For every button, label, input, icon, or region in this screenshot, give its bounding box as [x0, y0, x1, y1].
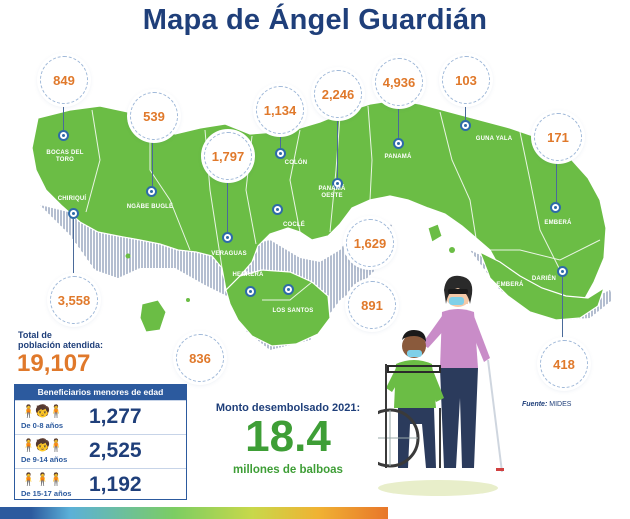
beneficiarios-value: 2,525	[89, 439, 142, 462]
bubble-stem	[562, 277, 563, 341]
darien-south	[478, 250, 606, 321]
beneficiarios-value: 1,192	[89, 473, 142, 496]
pearl-islands	[427, 223, 443, 243]
small-island	[125, 253, 131, 259]
value-bubble-chiriqui[interactable]: 3,558	[50, 276, 98, 324]
value-bubble-embera[interactable]: 171	[534, 113, 582, 161]
value-bubble-colon[interactable]: 1,134	[256, 86, 304, 134]
region-label: DARIÉN	[531, 276, 557, 282]
value-bubble-herrera[interactable]: 836	[176, 334, 224, 382]
value-bubble-cocle[interactable]: 1,629	[346, 219, 394, 267]
pin-guna-yala[interactable]	[460, 120, 471, 131]
teens-group-icon: 🧍🧍🧍	[21, 472, 64, 486]
region-label: EMBERÁ	[496, 282, 524, 288]
monto-label: Monto desembolsado 2021:	[215, 402, 361, 414]
value-bubble-panama-oeste[interactable]: 2,246	[314, 70, 362, 118]
children-group-icon: 🧍🧒🧍	[21, 404, 64, 418]
panama-mainland	[31, 99, 607, 301]
region-label: EMBERÁ	[544, 220, 572, 226]
region-label: GUNA YALA	[475, 136, 513, 142]
total-label: Total de población atendida:	[18, 330, 118, 351]
bubble-stem	[227, 177, 228, 232]
value-bubble-veraguas[interactable]: 1,797	[204, 132, 252, 180]
monto-panel: Monto desembolsado 2021: 18.4 millones d…	[199, 392, 377, 492]
small-island	[186, 298, 190, 302]
bubble-stem	[337, 116, 338, 178]
pin-ngabe-bugle[interactable]	[146, 186, 157, 197]
beneficiarios-row: 🧍🧍🧍 De 15-17 años 1,192	[15, 468, 186, 502]
age-range-label: De 0-8 años	[21, 421, 64, 430]
pin-herrera[interactable]	[245, 286, 256, 297]
age-range-label: De 9-14 años	[21, 455, 68, 464]
pin-panama[interactable]	[393, 138, 404, 149]
value-bubble-los-santos[interactable]: 891	[348, 281, 396, 329]
bubble-stem	[73, 219, 74, 276]
pin-colon[interactable]	[275, 148, 286, 159]
pin-chiriqui[interactable]	[68, 208, 79, 219]
source-value: MIDES	[549, 401, 572, 408]
small-island	[449, 247, 455, 253]
bubble-stem	[152, 137, 153, 186]
value-bubble-panama[interactable]: 4,936	[375, 58, 423, 106]
coiba-island	[139, 299, 167, 333]
region-label: PANAMÁ OESTE	[318, 186, 346, 199]
source-label: Fuente:	[522, 401, 548, 408]
beneficiarios-row: 🧍🧒🧍 De 9-14 años 2,525	[15, 434, 186, 468]
age-range-label: De 15-17 años	[21, 489, 72, 498]
region-label: VERAGUAS	[211, 251, 247, 257]
bubble-stem	[63, 90, 64, 130]
page-title: Mapa de Ángel Guardián	[142, 4, 488, 36]
region-label: COLÓN	[284, 160, 308, 166]
region-label: PANAMÁ	[384, 154, 412, 160]
region-label: NGÄBE BUGLÉ	[126, 204, 174, 210]
children-group-icon: 🧍🧒🧍	[21, 438, 64, 452]
value-bubble-guna-yala[interactable]: 103	[442, 56, 490, 104]
total-label-line2: población atendida:	[18, 340, 104, 351]
pin-bocas-del-toro[interactable]	[58, 130, 69, 141]
pin-cocle[interactable]	[272, 204, 283, 215]
bubble-stem	[465, 96, 466, 120]
pin-panama-oeste[interactable]	[332, 178, 343, 189]
bubble-stem	[280, 129, 281, 148]
region-label: CHIRIQUÍ	[57, 196, 87, 202]
bubble-stem	[556, 160, 557, 202]
value-bubble-darien[interactable]: 418	[540, 340, 588, 388]
gradient-footer-bar	[0, 507, 388, 519]
beneficiarios-value: 1,277	[89, 405, 142, 428]
beneficiarios-row: 🧍🧒🧍 De 0-8 años 1,277	[15, 400, 186, 434]
region-label: HERRERA	[232, 272, 264, 278]
pin-veraguas[interactable]	[222, 232, 233, 243]
total-label-line1: Total de	[18, 330, 52, 340]
value-bubble-ngabe-bugle[interactable]: 539	[130, 92, 178, 140]
monto-unit: millones de balboas	[233, 464, 343, 476]
monto-value: 18.4	[245, 412, 331, 461]
pin-darien[interactable]	[557, 266, 568, 277]
total-value: 19,107	[17, 350, 91, 377]
people-illustration	[378, 275, 504, 496]
pin-los-santos[interactable]	[283, 284, 294, 295]
beneficiarios-panel: Beneficiarios menores de edad 🧍🧒🧍 De 0-8…	[14, 384, 187, 500]
value-bubble-bocas-del-toro[interactable]: 849	[40, 56, 88, 104]
pin-embera[interactable]	[550, 202, 561, 213]
beneficiarios-header: Beneficiarios menores de edad	[15, 385, 186, 400]
region-label: LOS SANTOS	[272, 308, 314, 314]
region-label: BOCAS DEL TORO	[46, 150, 84, 163]
source-note: Fuente: MIDES	[522, 401, 571, 408]
bubble-stem	[398, 100, 399, 138]
region-label: COCLÉ	[283, 222, 305, 228]
